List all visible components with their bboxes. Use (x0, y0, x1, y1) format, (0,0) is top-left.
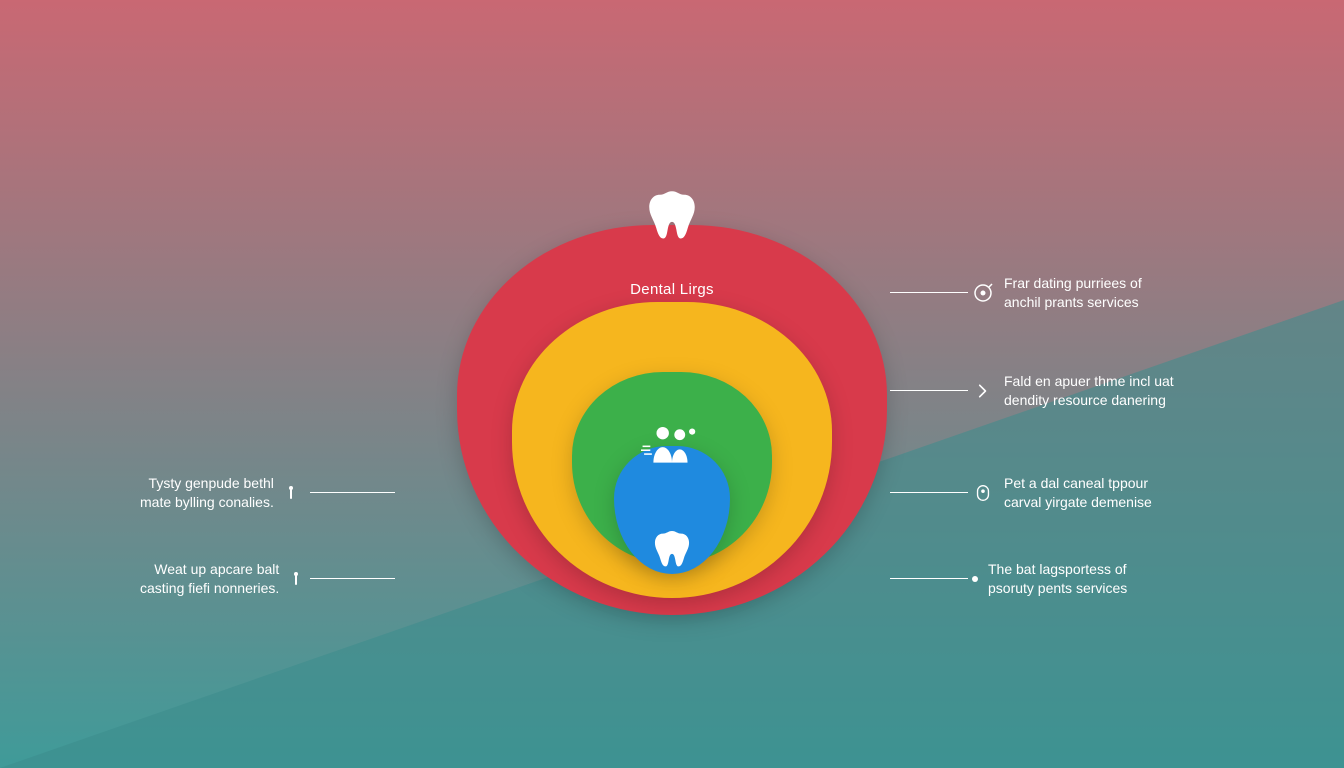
callout-right-4: The bat lagsportess of psoruty pents ser… (972, 560, 1127, 598)
people-icon (641, 423, 703, 470)
callout-text: The bat lagsportess of (988, 560, 1127, 579)
callout-text: anchil prants services (1004, 293, 1142, 312)
badge-icon (972, 482, 994, 504)
chevron-icon (972, 380, 994, 402)
tick-icon (289, 572, 303, 586)
diagram-title: Dental Lirgs (572, 281, 772, 298)
callout-right-1: Frar dating purriees of anchil prants se… (972, 274, 1142, 312)
callout-right-2: Fald en apuer thme incl uat dendity reso… (972, 372, 1174, 410)
callout-text: Weat up apcare balt (140, 560, 279, 579)
callout-text: psoruty pents services (988, 579, 1127, 598)
tooth-icon (651, 527, 693, 574)
leader-line (890, 578, 968, 579)
tooth-icon (644, 186, 700, 247)
callout-text: Fald en apuer thme incl uat (1004, 372, 1174, 391)
tick-icon (284, 486, 298, 500)
leader-line (890, 390, 968, 391)
infographic-stage: Dental Lirgs Tysty genpude bethl mate by… (0, 0, 1344, 768)
callout-left-1: Tysty genpude bethl mate bylling conalie… (140, 474, 298, 512)
leader-line (310, 492, 395, 493)
callout-right-3: Pet a dal caneal tppour carval yirgate d… (972, 474, 1152, 512)
leader-line (890, 492, 968, 493)
leader-line (310, 578, 395, 579)
callout-text: Pet a dal caneal tppour (1004, 474, 1152, 493)
dot-icon (972, 576, 978, 582)
callout-text: casting fiefi nonneries. (140, 579, 279, 598)
callout-text: dendity resource danering (1004, 391, 1174, 410)
callout-left-2: Weat up apcare balt casting fiefi nonner… (140, 560, 303, 598)
callout-text: carval yirgate demenise (1004, 493, 1152, 512)
callout-text: Frar dating purriees of (1004, 274, 1142, 293)
target-icon (972, 282, 994, 304)
leader-line (890, 292, 968, 293)
callout-text: mate bylling conalies. (140, 493, 274, 512)
callout-text: Tysty genpude bethl (140, 474, 274, 493)
